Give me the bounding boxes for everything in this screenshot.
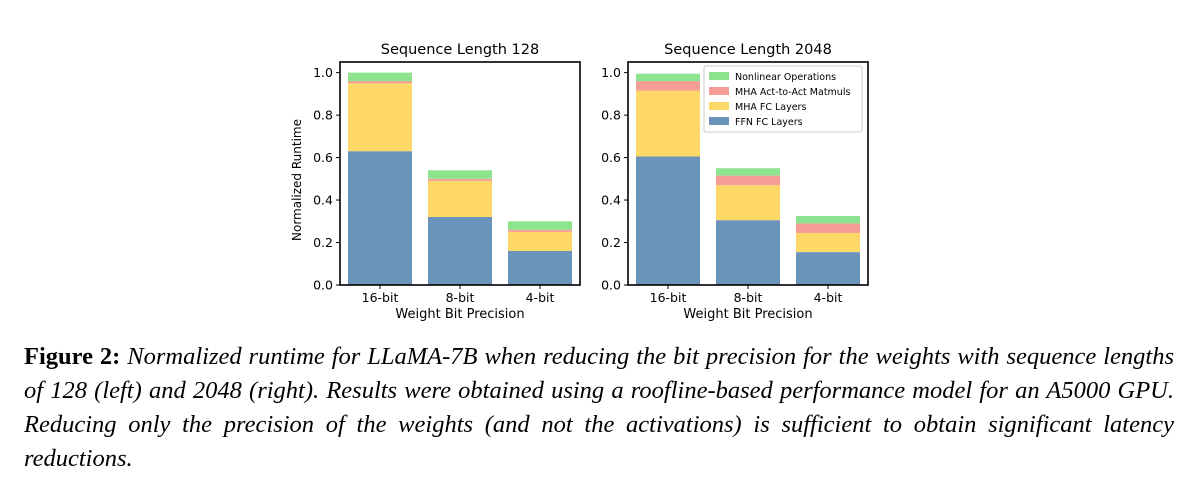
x-axis-label: Weight Bit Precision — [683, 307, 812, 322]
chart-title: Sequence Length 128 — [381, 42, 539, 58]
x-tick-label: 4-bit — [526, 290, 555, 305]
y-tick-label: 0.2 — [601, 235, 621, 250]
bar-segment-nonlinear-operations — [716, 168, 780, 176]
chart-title: Sequence Length 2048 — [664, 42, 832, 58]
x-tick-label: 4-bit — [814, 290, 843, 305]
legend-label: MHA Act-to-Act Matmuls — [735, 87, 850, 98]
bar-segment-nonlinear-operations — [348, 72, 412, 82]
y-tick-label: 0.4 — [601, 193, 621, 208]
legend-swatch — [709, 117, 729, 125]
y-tick-label: 1.0 — [601, 65, 621, 80]
bar-segment-mha-act-to-act-matmuls — [428, 178, 492, 181]
x-tick-label: 8-bit — [734, 290, 763, 305]
bar-segment-mha-fc-layers — [348, 83, 412, 152]
y-tick-label: 0.8 — [601, 108, 621, 123]
caption-label: Figure 2: — [24, 343, 121, 370]
x-tick-label: 8-bit — [446, 290, 475, 305]
figure-charts: Sequence Length 128 Normalized Runtime W… — [290, 42, 869, 322]
legend-label: MHA FC Layers — [735, 102, 806, 113]
x-tick-label: 16-bit — [362, 290, 399, 305]
y-tick-label: 0.0 — [601, 278, 621, 293]
y-axis-label: Normalized Runtime — [290, 119, 304, 241]
y-tick-label: 0.8 — [313, 108, 333, 123]
caption-text: Normalized runtime for LLaMA-7B when red… — [24, 343, 1174, 472]
x-axis-label: Weight Bit Precision — [395, 307, 524, 322]
bar-segment-mha-act-to-act-matmuls — [796, 223, 860, 233]
chart-panel-right: Sequence Length 2048 Weight Bit Precisio… — [601, 42, 869, 322]
x-tick-label: 16-bit — [650, 290, 687, 305]
y-tick-label: 0.6 — [313, 150, 333, 165]
plot-area-left: 16-bit 8-bit 4-bit 0.0 0.2 0.4 0.6 0.8 1.0 — [313, 61, 581, 305]
bar-segment-mha-act-to-act-matmuls — [716, 175, 780, 186]
chart-panel-left: Sequence Length 128 Normalized Runtime W… — [290, 42, 581, 322]
bar-segment-mha-fc-layers — [508, 231, 572, 251]
legend — [703, 65, 863, 133]
plot-frame — [339, 61, 581, 286]
bar-segment-mha-fc-layers — [428, 180, 492, 217]
y-tick-label: 0.0 — [313, 278, 333, 293]
bar-segment-ffn-fc-layers — [428, 217, 492, 285]
bar-segment-ffn-fc-layers — [716, 220, 780, 285]
bar-segment-mha-act-to-act-matmuls — [636, 81, 700, 91]
bar-segment-nonlinear-operations — [428, 170, 492, 179]
y-tick-label: 1.0 — [313, 65, 333, 80]
bar-segment-nonlinear-operations — [636, 73, 700, 82]
legend-swatch — [709, 102, 729, 110]
bar-segment-mha-act-to-act-matmuls — [508, 229, 572, 232]
bar-segment-ffn-fc-layers — [636, 156, 700, 285]
plot-area-right: 16-bit 8-bit 4-bit 0.0 0.2 0.4 0.6 0.8 1.0 Nonlin… — [601, 61, 869, 305]
y-tick-label: 0.6 — [601, 150, 621, 165]
bar-segment-ffn-fc-layers — [508, 251, 572, 285]
legend-swatch — [709, 72, 729, 80]
bar-segment-mha-fc-layers — [716, 185, 780, 221]
y-tick-label: 0.4 — [313, 193, 333, 208]
legend-swatch — [709, 87, 729, 95]
legend-label: FFN FC Layers — [735, 117, 803, 128]
plot-frame — [627, 61, 869, 286]
bar-segment-nonlinear-operations — [508, 221, 572, 230]
bar-segment-nonlinear-operations — [796, 216, 860, 224]
y-tick-label: 0.2 — [313, 235, 333, 250]
bar-segment-mha-fc-layers — [636, 90, 700, 157]
legend-label: Nonlinear Operations — [735, 72, 836, 83]
bar-segment-ffn-fc-layers — [348, 151, 412, 285]
figure-caption: Figure 2: Normalized runtime for LLaMA-7… — [24, 340, 1174, 476]
bar-segment-mha-act-to-act-matmuls — [348, 81, 412, 84]
bar-segment-mha-fc-layers — [796, 233, 860, 253]
bar-segment-ffn-fc-layers — [796, 252, 860, 285]
